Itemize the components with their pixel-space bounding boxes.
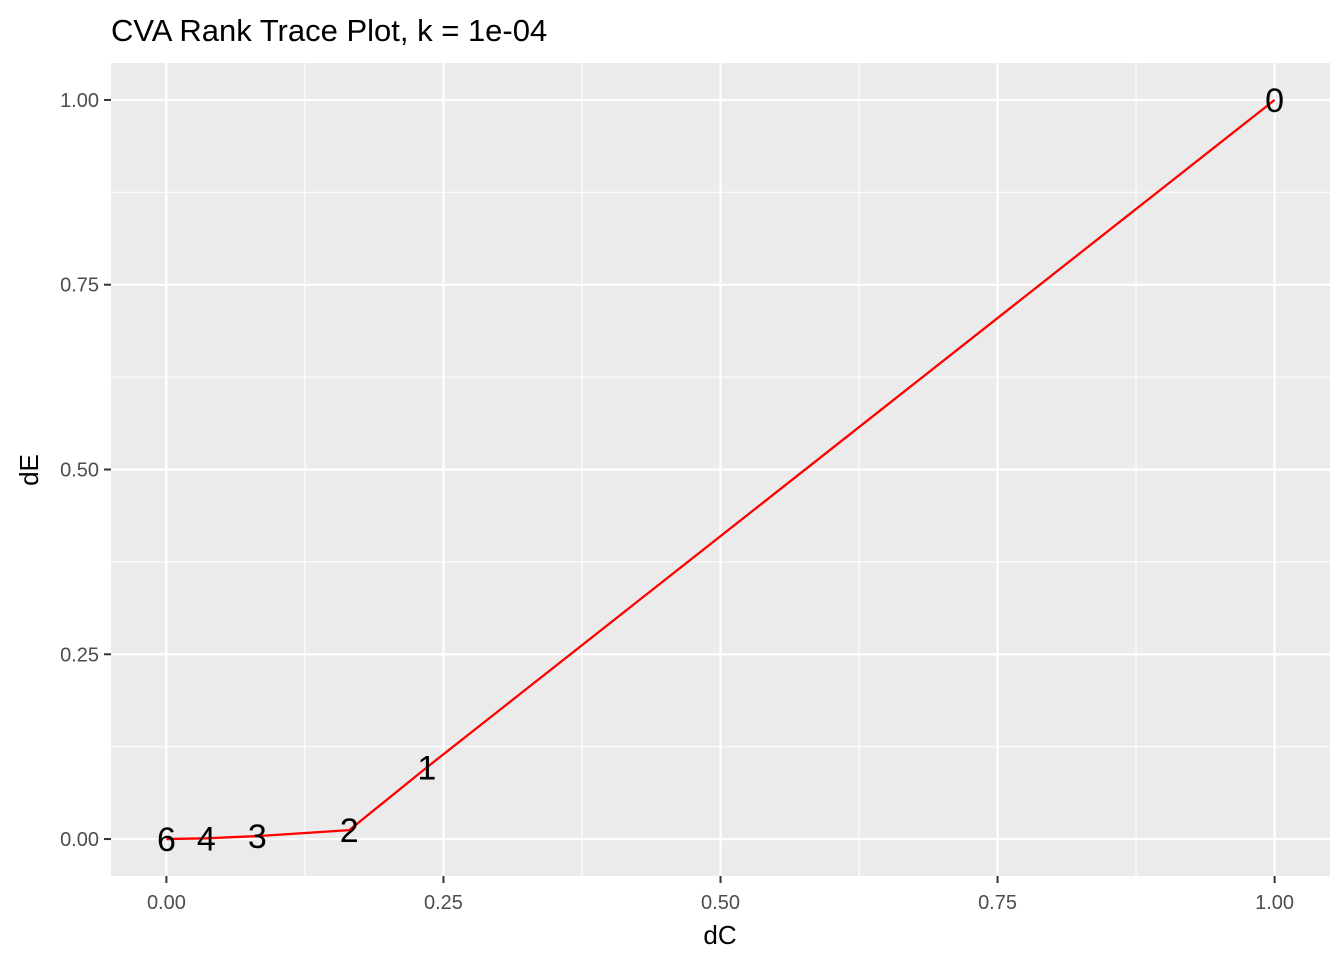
- data-layer: [166, 99, 1276, 841]
- point-labels: 0 1 2 346: [157, 82, 1284, 859]
- chart-title: CVA Rank Trace Plot, k = 1e-04: [111, 13, 547, 48]
- point-label-3: 3: [248, 818, 267, 856]
- point-label-1: 1: [417, 749, 436, 787]
- series-line: [166, 99, 1276, 841]
- y-tick-label: 0.50: [60, 460, 99, 482]
- x-axis-title: dC: [703, 920, 736, 950]
- y-tick-label: 1.00: [60, 90, 99, 112]
- point-label-2: 2: [340, 812, 359, 850]
- x-tick-label: 0.25: [424, 892, 463, 914]
- y-tick-label: 0.25: [60, 644, 99, 666]
- y-tick-label: 0.75: [60, 275, 99, 297]
- x-tick-label: 0.50: [701, 892, 740, 914]
- x-tick-label: 0.75: [978, 892, 1017, 914]
- point-label-6: 6: [157, 821, 176, 859]
- x-tick-label: 1.00: [1255, 892, 1294, 914]
- y-axis-title: dE: [14, 454, 44, 486]
- x-tick-label: 0.00: [147, 892, 186, 914]
- point-label-4: 4: [197, 820, 216, 858]
- y-tick-label: 0.00: [60, 829, 99, 851]
- x-axis: 0.00 0.25 0.50 0.75 1.00: [147, 876, 1294, 914]
- point-label-0: 0: [1265, 82, 1284, 120]
- y-axis: 0.00 0.25 0.50 0.75 1.00: [60, 90, 111, 851]
- grid-major: [111, 63, 1330, 876]
